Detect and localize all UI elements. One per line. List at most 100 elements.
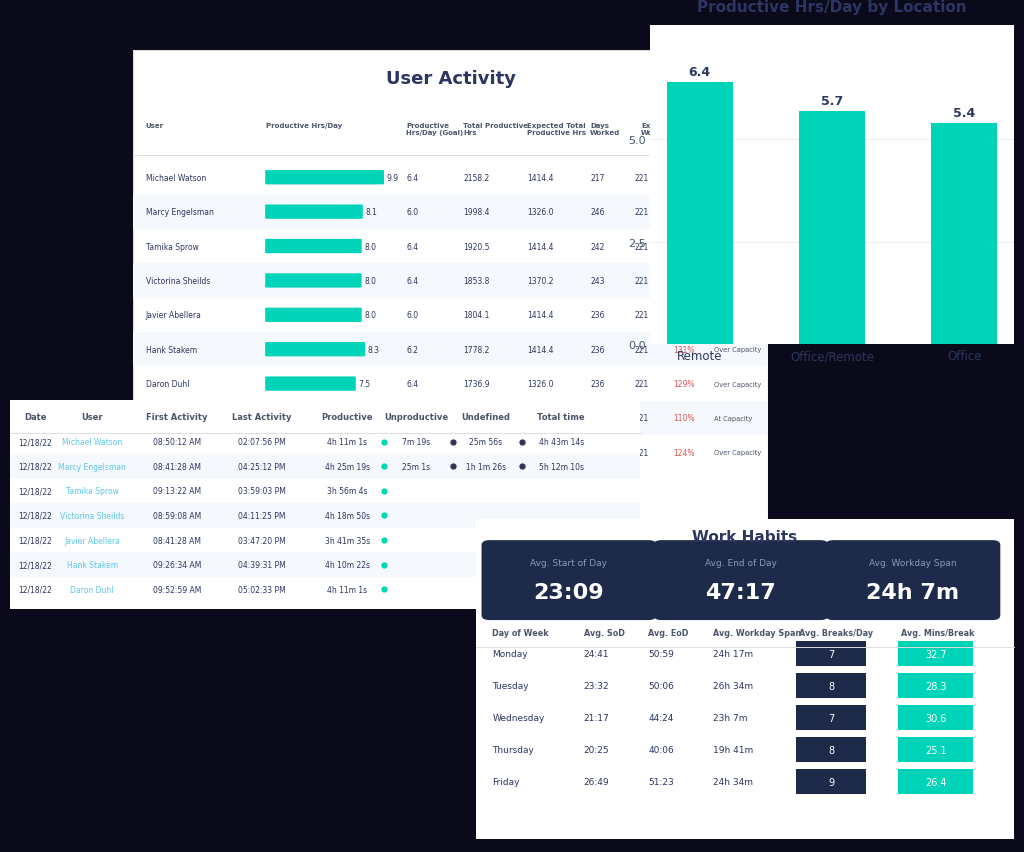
FancyBboxPatch shape — [265, 377, 355, 391]
Text: 7m 19s: 7m 19s — [402, 438, 430, 446]
Text: Thursday: Thursday — [493, 746, 535, 754]
Text: 3h 56m 4s: 3h 56m 4s — [327, 486, 368, 496]
Text: 08:50:12 AM: 08:50:12 AM — [153, 438, 201, 446]
FancyBboxPatch shape — [653, 540, 828, 620]
Text: Wednesday: Wednesday — [493, 713, 545, 722]
Text: William Lansford: William Lansford — [145, 414, 210, 423]
Text: 04:11:25 PM: 04:11:25 PM — [239, 511, 286, 521]
Text: 24h 34m: 24h 34m — [713, 777, 753, 786]
Text: 1414.4: 1414.4 — [526, 242, 553, 251]
Text: 221: 221 — [635, 448, 649, 458]
Text: 8.3: 8.3 — [368, 345, 380, 354]
Text: Avg. Workday Span: Avg. Workday Span — [713, 629, 801, 637]
Text: 2158.2: 2158.2 — [463, 174, 489, 182]
Text: 4h 43m 14s: 4h 43m 14s — [539, 438, 584, 446]
Text: Over Capacity: Over Capacity — [714, 381, 761, 387]
Text: 1h 1m 26s: 1h 1m 26s — [466, 463, 506, 471]
Text: Marcy Engelsman: Marcy Engelsman — [145, 208, 214, 217]
Text: 8.1: 8.1 — [366, 208, 377, 217]
Text: 09:13:22 AM: 09:13:22 AM — [153, 486, 201, 496]
Text: 21:17: 21:17 — [584, 713, 609, 722]
Text: User: User — [145, 123, 164, 129]
Text: 217: 217 — [590, 174, 604, 182]
Text: Unproductive: Unproductive — [384, 413, 449, 422]
FancyBboxPatch shape — [265, 274, 361, 288]
Text: 12/18/22: 12/18/22 — [18, 561, 52, 569]
Text: 4h 11m 1s: 4h 11m 1s — [327, 438, 368, 446]
FancyBboxPatch shape — [265, 412, 359, 426]
Text: 8: 8 — [828, 745, 834, 755]
Text: First Activity: First Activity — [146, 413, 208, 422]
Bar — [133, 264, 768, 298]
Text: Tamika Sprow: Tamika Sprow — [66, 486, 119, 496]
Text: Hank Stakem: Hank Stakem — [145, 345, 197, 354]
Bar — [898, 673, 974, 699]
Bar — [796, 769, 866, 794]
Title: Productive Hrs/Day by Location: Productive Hrs/Day by Location — [697, 0, 967, 14]
Text: Productive
Hrs/Day (Goal): Productive Hrs/Day (Goal) — [407, 123, 463, 135]
Text: 1778.2: 1778.2 — [463, 345, 489, 354]
Bar — [898, 769, 974, 794]
Text: 4h 10m 22s: 4h 10m 22s — [325, 561, 370, 569]
Bar — [10, 504, 640, 528]
Text: Marcy Engelsman: Marcy Engelsman — [58, 463, 126, 471]
Text: 137%: 137% — [673, 277, 694, 285]
Text: 129%: 129% — [673, 380, 694, 389]
Text: Avg. Mins/Break: Avg. Mins/Break — [901, 629, 975, 637]
Text: 8.0: 8.0 — [365, 242, 376, 251]
Text: 24:41: 24:41 — [584, 649, 609, 659]
Text: 236: 236 — [590, 311, 605, 320]
Text: 243: 243 — [590, 277, 605, 285]
Text: Tuesday: Tuesday — [493, 682, 529, 690]
Text: 9.9: 9.9 — [386, 174, 398, 182]
Text: Michael Watson: Michael Watson — [145, 174, 206, 182]
Text: 237: 237 — [590, 448, 605, 458]
Text: 26.4: 26.4 — [925, 777, 946, 786]
Text: 221: 221 — [635, 380, 649, 389]
Text: Over Capacity: Over Capacity — [714, 347, 761, 353]
Text: 221: 221 — [635, 277, 649, 285]
Text: 5h 12m 10s: 5h 12m 10s — [539, 463, 584, 471]
Text: Avg. EoD: Avg. EoD — [648, 629, 688, 637]
Text: 08:41:28 AM: 08:41:28 AM — [154, 536, 201, 545]
Text: Victorina Sheilds: Victorina Sheilds — [60, 511, 124, 521]
Text: 25m 1s: 25m 1s — [402, 463, 430, 471]
Text: Avg. Start of Day: Avg. Start of Day — [530, 558, 607, 567]
Text: Day of Week: Day of Week — [493, 629, 549, 637]
Text: Avg. End of Day: Avg. End of Day — [705, 558, 777, 567]
Bar — [667, 83, 733, 345]
Bar — [133, 195, 768, 229]
Text: 6.4: 6.4 — [407, 242, 418, 251]
Text: Total time: Total time — [538, 413, 585, 422]
Text: Over Capacity: Over Capacity — [714, 450, 761, 456]
Text: 12/18/22: 12/18/22 — [18, 536, 52, 545]
Text: 1326.0: 1326.0 — [526, 380, 553, 389]
Text: 6.4: 6.4 — [689, 66, 711, 79]
Text: 02:07:56 PM: 02:07:56 PM — [239, 438, 286, 446]
Text: Undefined: Undefined — [461, 413, 510, 422]
Text: 6.4: 6.4 — [407, 174, 418, 182]
Bar — [898, 642, 974, 666]
FancyBboxPatch shape — [265, 446, 361, 460]
Text: Last Activity: Last Activity — [232, 413, 292, 422]
Text: 8.0: 8.0 — [365, 311, 376, 320]
Text: 221: 221 — [635, 242, 649, 251]
Text: 04:25:12 PM: 04:25:12 PM — [239, 463, 286, 471]
Text: 40:06: 40:06 — [648, 746, 674, 754]
Text: 8.0: 8.0 — [365, 448, 376, 458]
Text: 6.2: 6.2 — [407, 345, 418, 354]
Text: 6.0: 6.0 — [407, 311, 418, 320]
Text: Date: Date — [25, 413, 47, 422]
Text: 25.1: 25.1 — [925, 745, 946, 755]
Text: 110%: 110% — [673, 414, 694, 423]
FancyBboxPatch shape — [265, 343, 366, 357]
Text: 1736.9: 1736.9 — [463, 380, 489, 389]
Text: Days
Worked: Days Worked — [590, 123, 621, 135]
FancyBboxPatch shape — [825, 540, 1000, 620]
FancyBboxPatch shape — [265, 171, 384, 185]
Text: 50:06: 50:06 — [648, 682, 674, 690]
Text: 12/18/22: 12/18/22 — [18, 463, 52, 471]
Text: 1714.2: 1714.2 — [463, 414, 489, 423]
FancyBboxPatch shape — [265, 308, 361, 323]
Text: 8.0: 8.0 — [365, 277, 376, 285]
